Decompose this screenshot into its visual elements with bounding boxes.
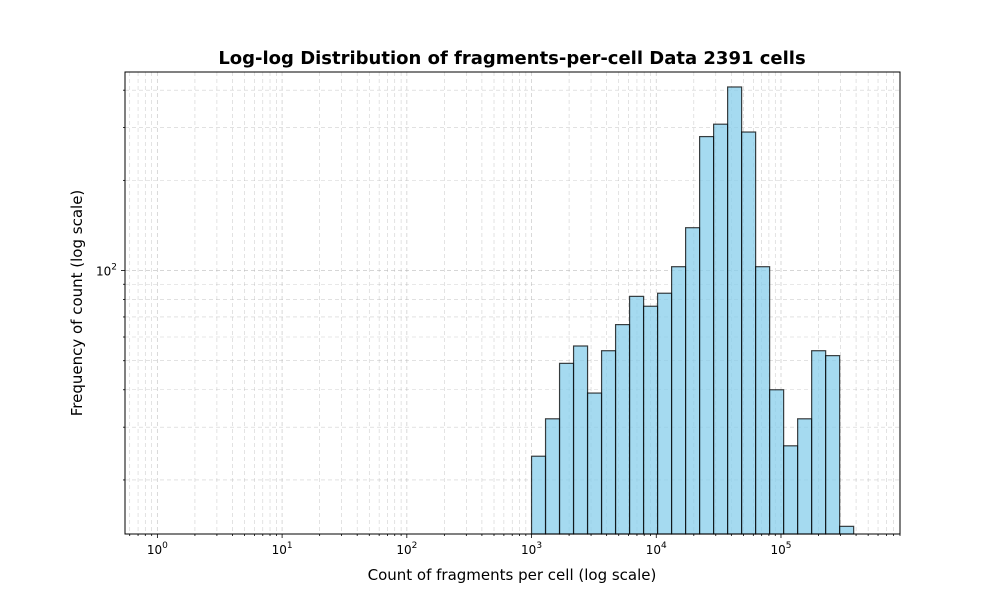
y-tick-base: 10 xyxy=(96,265,111,279)
chart-title: Log-log Distribution of fragments-per-ce… xyxy=(218,48,805,69)
x-tick-label: 100 xyxy=(147,541,168,557)
histogram-bar xyxy=(825,355,841,535)
y-tick-exponent: 2 xyxy=(111,263,117,273)
x-tick-exponent: 3 xyxy=(536,541,542,551)
histogram-bar xyxy=(811,350,827,535)
histogram-bar xyxy=(755,266,771,535)
x-tick-base: 10 xyxy=(646,543,661,557)
y-axis-label: Frequency of count (log scale) xyxy=(68,190,86,417)
y-ticks: 102 xyxy=(96,89,125,481)
histogram-bar xyxy=(783,445,799,535)
x-ticks: 100 101 102 103 104 105 xyxy=(129,534,901,557)
histogram-bar xyxy=(797,418,813,535)
x-tick-exponent: 1 xyxy=(287,541,293,551)
x-tick-label: 105 xyxy=(770,541,791,557)
histogram-bar xyxy=(628,295,645,535)
x-axis-label: Count of fragments per cell (log scale) xyxy=(368,566,657,584)
x-tick-base: 10 xyxy=(147,543,162,557)
histogram-bar xyxy=(614,324,631,535)
x-tick-base: 10 xyxy=(770,543,785,557)
x-tick-label: 103 xyxy=(521,541,542,557)
histogram-bar xyxy=(558,362,575,535)
histogram-bar xyxy=(727,86,743,535)
x-tick-base: 10 xyxy=(272,543,287,557)
histogram-bar xyxy=(670,266,687,535)
histogram-bar xyxy=(656,292,673,535)
histogram-bar xyxy=(741,131,757,535)
histogram-bar xyxy=(642,305,659,535)
histogram-bar xyxy=(530,455,547,535)
histogram-bar xyxy=(586,392,603,535)
x-tick-exponent: 0 xyxy=(162,541,168,551)
x-tick-exponent: 5 xyxy=(786,541,792,551)
histogram-bar xyxy=(685,227,701,535)
x-tick-label: 104 xyxy=(646,541,667,557)
x-tick-base: 10 xyxy=(396,543,411,557)
y-tick-label: 102 xyxy=(96,263,117,279)
x-tick-exponent: 4 xyxy=(661,541,667,551)
histogram-bar xyxy=(600,350,617,535)
x-tick-label: 101 xyxy=(272,541,293,557)
histogram-bar xyxy=(699,135,715,535)
histogram-bar xyxy=(713,123,729,535)
x-tick-exponent: 2 xyxy=(412,541,418,551)
x-tick-label: 102 xyxy=(396,541,417,557)
x-tick-base: 10 xyxy=(521,543,536,557)
histogram-bar xyxy=(769,389,785,535)
histogram-bar xyxy=(572,345,589,535)
histogram-bar xyxy=(839,525,855,535)
histogram-bars xyxy=(530,86,855,535)
histogram-bar xyxy=(544,418,561,535)
